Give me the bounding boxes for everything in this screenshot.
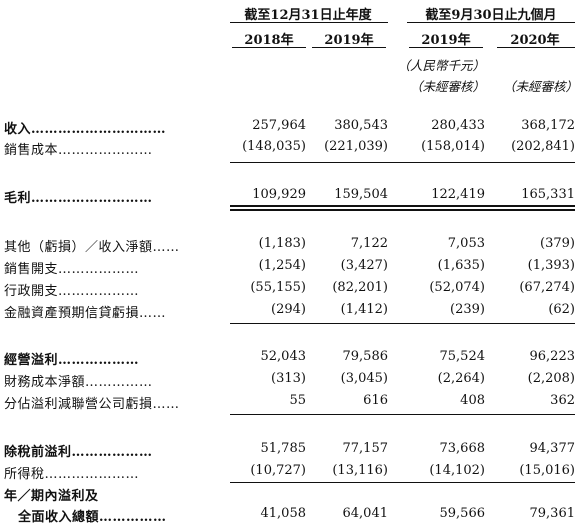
currency-note: （人民幣千元） bbox=[397, 58, 485, 73]
cell-pbt-2019: 77,157 bbox=[342, 441, 389, 456]
cell-other-2019-9m: 7,053 bbox=[447, 236, 485, 251]
header-group-nine-months: 截至9月30日止九個月 bbox=[425, 8, 557, 23]
cell-other-2018: (1,183) bbox=[258, 236, 306, 251]
row-label-selling-expenses: 銷售開支……………… bbox=[4, 262, 140, 277]
row-label-share-of-associates: 分佔溢利減聯營公司虧損…… bbox=[4, 397, 180, 412]
cell-selling-2019: (3,427) bbox=[340, 258, 388, 273]
cell-revenue-2020-9m: 368,172 bbox=[521, 118, 575, 133]
cell-fin-2020-9m: (2,208) bbox=[527, 371, 575, 386]
year-underline-2019 bbox=[312, 47, 386, 48]
header-group-annual: 截至12月31日止年度 bbox=[244, 8, 372, 23]
year-underline-2020 bbox=[497, 47, 575, 48]
cell-gp-2019: 159,504 bbox=[334, 187, 388, 202]
rule-above-pbt bbox=[230, 414, 575, 415]
cell-ecl-2020-9m: (62) bbox=[548, 302, 575, 317]
cell-revenue-2019: 380,543 bbox=[334, 118, 388, 133]
cell-admin-2020-9m: (67,274) bbox=[519, 280, 575, 295]
row-label-gross-profit: 毛利……………………… bbox=[4, 191, 153, 206]
year-header-2020-nine-months: 2020年 bbox=[510, 33, 560, 48]
cell-cost-2019: (221,039) bbox=[324, 139, 388, 154]
year-header-2019-nine-months: 2019年 bbox=[421, 33, 471, 48]
cell-tax-2020-9m: (15,016) bbox=[519, 463, 575, 478]
row-label-credit-losses: 金融資產預期信貸虧損…… bbox=[4, 306, 167, 321]
row-label-income-tax: 所得稅………………… bbox=[4, 467, 140, 482]
cell-gp-2019-9m: 122,419 bbox=[431, 187, 485, 202]
cell-revenue-2019-9m: 280,433 bbox=[431, 118, 485, 133]
cell-ecl-2019-9m: (239) bbox=[450, 302, 485, 317]
cell-selling-2020-9m: (1,393) bbox=[527, 258, 575, 273]
header-group-nine-months-underline bbox=[407, 22, 575, 23]
cell-tax-2019-9m: (14,102) bbox=[429, 463, 485, 478]
cell-op-2018: 52,043 bbox=[260, 349, 307, 364]
cell-total-2020-9m: 79,361 bbox=[529, 506, 576, 521]
unaudited-note-2020: （未經審核） bbox=[502, 79, 578, 94]
year-underline-2018 bbox=[232, 47, 306, 48]
cell-gp-2018: 109,929 bbox=[252, 187, 306, 202]
double-rule-gross-profit-1 bbox=[230, 205, 575, 207]
row-label-operating-profit: 經營溢利……………… bbox=[4, 353, 140, 368]
cell-tax-2018: (10,727) bbox=[250, 463, 306, 478]
row-label-total-comprehensive-income: 全面收入總額…………… bbox=[18, 510, 167, 525]
row-label-profit-before-tax: 除稅前溢利……………… bbox=[4, 445, 153, 460]
rule-above-operating-profit bbox=[230, 323, 575, 324]
cell-op-2020-9m: 96,223 bbox=[529, 349, 576, 364]
cell-assoc-2020-9m: 362 bbox=[550, 393, 575, 408]
cell-total-2018: 41,058 bbox=[260, 506, 307, 521]
cell-gp-2020-9m: 165,331 bbox=[521, 187, 575, 202]
cell-op-2019-9m: 75,524 bbox=[439, 349, 486, 364]
unaudited-note-2019: （未經審核） bbox=[409, 79, 485, 94]
cell-total-2019-9m: 59,566 bbox=[439, 506, 486, 521]
cell-pbt-2020-9m: 94,377 bbox=[529, 441, 576, 456]
cell-admin-2018: (55,155) bbox=[250, 280, 306, 295]
cell-fin-2018: (313) bbox=[271, 371, 306, 386]
cell-cost-2020-9m: (202,841) bbox=[511, 139, 575, 154]
rule-above-gross-profit bbox=[230, 162, 575, 163]
year-underline-2019b bbox=[409, 47, 483, 48]
year-header-2018: 2018年 bbox=[244, 33, 294, 48]
cell-other-2019: 7,122 bbox=[350, 236, 388, 251]
double-rule-gross-profit-2 bbox=[230, 209, 575, 211]
cell-fin-2019-9m: (2,264) bbox=[437, 371, 485, 386]
cell-selling-2018: (1,254) bbox=[258, 258, 306, 273]
year-header-2019: 2019年 bbox=[324, 33, 374, 48]
cell-pbt-2018: 51,785 bbox=[260, 441, 307, 456]
row-label-other-income: 其他（虧損）／收入淨額…… bbox=[4, 240, 180, 255]
cell-admin-2019: (82,201) bbox=[332, 280, 388, 295]
cell-revenue-2018: 257,964 bbox=[252, 118, 306, 133]
row-label-total-line1: 年／期內溢利及 bbox=[4, 489, 99, 504]
rule-above-total bbox=[230, 482, 575, 483]
cell-admin-2019-9m: (52,074) bbox=[429, 280, 485, 295]
row-label-revenue: 收入………………………… bbox=[4, 122, 167, 137]
cell-tax-2019: (13,116) bbox=[332, 463, 388, 478]
cell-ecl-2018: (294) bbox=[271, 302, 306, 317]
cell-assoc-2019-9m: 408 bbox=[460, 393, 485, 408]
header-group-annual-underline bbox=[230, 22, 388, 23]
cell-op-2019: 79,586 bbox=[342, 349, 389, 364]
cell-assoc-2018: 55 bbox=[289, 393, 306, 408]
cell-fin-2019: (3,045) bbox=[340, 371, 388, 386]
cell-ecl-2019: (1,412) bbox=[340, 302, 388, 317]
row-label-cost-of-sales: 銷售成本………………… bbox=[4, 143, 153, 158]
cell-total-2019: 64,041 bbox=[342, 506, 389, 521]
cell-pbt-2019-9m: 73,668 bbox=[439, 441, 486, 456]
cell-cost-2019-9m: (158,014) bbox=[421, 139, 485, 154]
row-label-admin-expenses: 行政開支……………… bbox=[4, 284, 140, 299]
cell-other-2020-9m: (379) bbox=[540, 236, 575, 251]
row-label-finance-costs: 財務成本淨額…………… bbox=[4, 375, 153, 390]
cell-selling-2019-9m: (1,635) bbox=[437, 258, 485, 273]
cell-assoc-2019: 616 bbox=[363, 393, 388, 408]
cell-cost-2018: (148,035) bbox=[242, 139, 306, 154]
